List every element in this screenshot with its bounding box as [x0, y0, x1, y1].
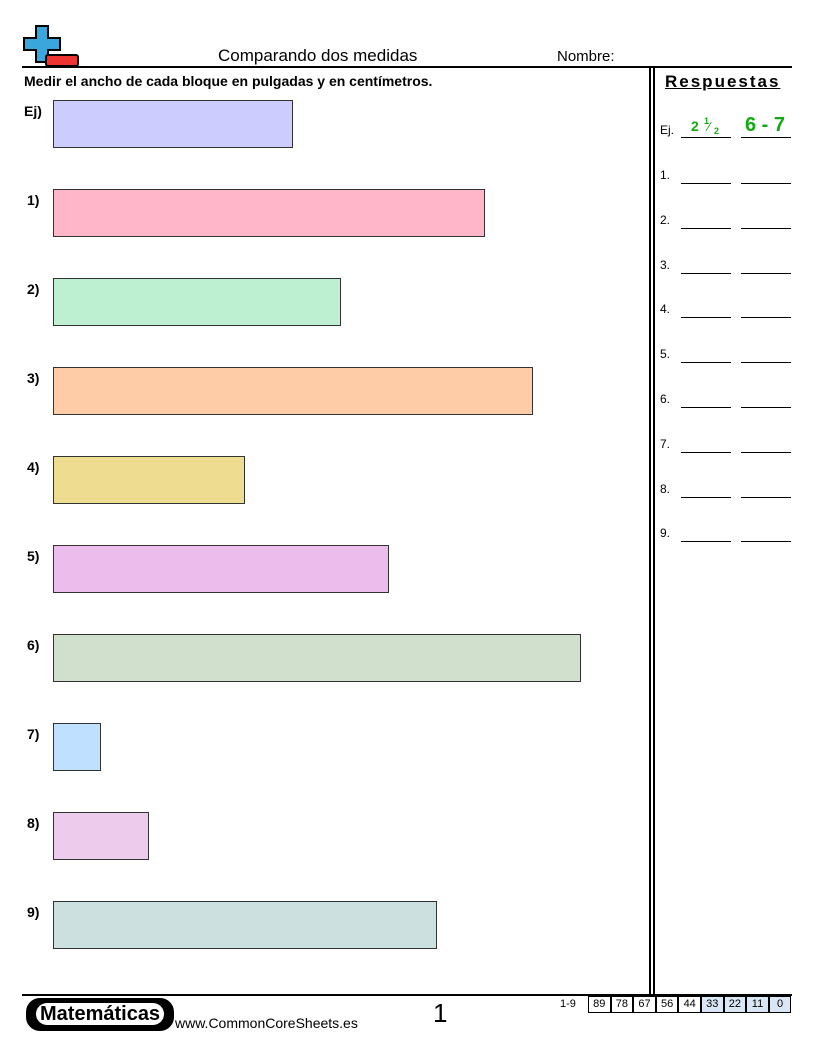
- block: [53, 634, 581, 682]
- answer-line: [681, 541, 731, 543]
- page-number: 1: [433, 998, 448, 1028]
- answer-line: [681, 407, 731, 408]
- score-box: 11: [746, 996, 769, 1013]
- answer-label: Ej.: [660, 123, 675, 137]
- answer-line: [741, 227, 791, 229]
- block: [53, 367, 533, 415]
- block: [53, 100, 293, 148]
- problem-label: 7): [27, 726, 40, 742]
- score-box: 67: [633, 996, 656, 1013]
- answer-line: [741, 362, 791, 364]
- inches-whole: 2: [691, 118, 699, 134]
- answer-label: 3.: [660, 257, 671, 272]
- score-box: 78: [610, 996, 634, 1013]
- centimeters: 6 - 7: [745, 114, 786, 136]
- name-label: Nombre:: [557, 48, 615, 65]
- block: [53, 278, 341, 326]
- brand: Matemáticas: [26, 998, 175, 1031]
- problem-label: Ej): [24, 103, 42, 119]
- answer-label: 4.: [660, 302, 671, 317]
- answer-line: [681, 362, 731, 364]
- answer-label: 1.: [660, 168, 671, 182]
- problem-label: 3): [27, 370, 40, 386]
- answer-line: [681, 451, 731, 453]
- divider: [649, 68, 651, 995]
- answer-line: [741, 451, 791, 453]
- answer-line: [741, 496, 791, 498]
- answer-line: [741, 541, 791, 543]
- website: www.CommonCoreSheets.es: [175, 1015, 358, 1031]
- answer-label: 7.: [660, 436, 671, 451]
- title: Comparando dos medidas: [218, 46, 418, 65]
- answer-label: 2.: [660, 212, 671, 227]
- score-box: 33: [701, 996, 724, 1013]
- score-range: 1-9: [560, 998, 576, 1010]
- problem-label: 9): [27, 904, 40, 920]
- rule: [22, 66, 792, 68]
- brand-text: Matemáticas: [36, 1003, 165, 1025]
- block: [53, 545, 389, 593]
- inches-denominator: 2: [714, 126, 720, 136]
- block: [53, 456, 245, 504]
- score-box: 22: [723, 996, 747, 1013]
- answer-line: [741, 407, 791, 408]
- logo: [23, 25, 79, 67]
- block: [53, 723, 101, 771]
- answer-line: [681, 496, 731, 498]
- score-box: 44: [678, 996, 701, 1013]
- fraction-slash: ⁄: [708, 119, 711, 134]
- instructions: Medir el ancho de cada bloque en pulgada…: [24, 73, 433, 89]
- answer-line: [741, 137, 791, 138]
- answer-label: 5.: [660, 347, 671, 362]
- inches-numerator: 1: [704, 116, 710, 126]
- block: [53, 189, 485, 237]
- problem-label: 2): [27, 281, 40, 297]
- answer-label: 6.: [660, 392, 671, 406]
- answer-label: 9.: [660, 526, 671, 541]
- answer-label: 8.: [660, 481, 671, 496]
- answer-line: [681, 183, 731, 184]
- answer-line: [681, 317, 731, 319]
- block: [53, 901, 437, 949]
- answer-line: [681, 272, 731, 274]
- score-box: 0: [768, 996, 792, 1013]
- score-box: 56: [655, 996, 679, 1013]
- problem-label: 6): [27, 637, 40, 653]
- problem-label: 5): [27, 548, 40, 564]
- problem-label: 1): [27, 192, 40, 208]
- problem-label: 8): [27, 815, 40, 831]
- answer-line: [681, 137, 731, 138]
- problem-label: 4): [27, 459, 40, 475]
- answer-line: [741, 317, 791, 319]
- divider: [653, 68, 655, 995]
- rule: [22, 994, 792, 996]
- block: [53, 812, 149, 860]
- answer-line: [681, 227, 731, 229]
- answer-line: [741, 183, 791, 184]
- answer-line: [741, 272, 791, 274]
- score-box: 89: [588, 996, 611, 1013]
- answers-title: Respuestas: [665, 72, 781, 91]
